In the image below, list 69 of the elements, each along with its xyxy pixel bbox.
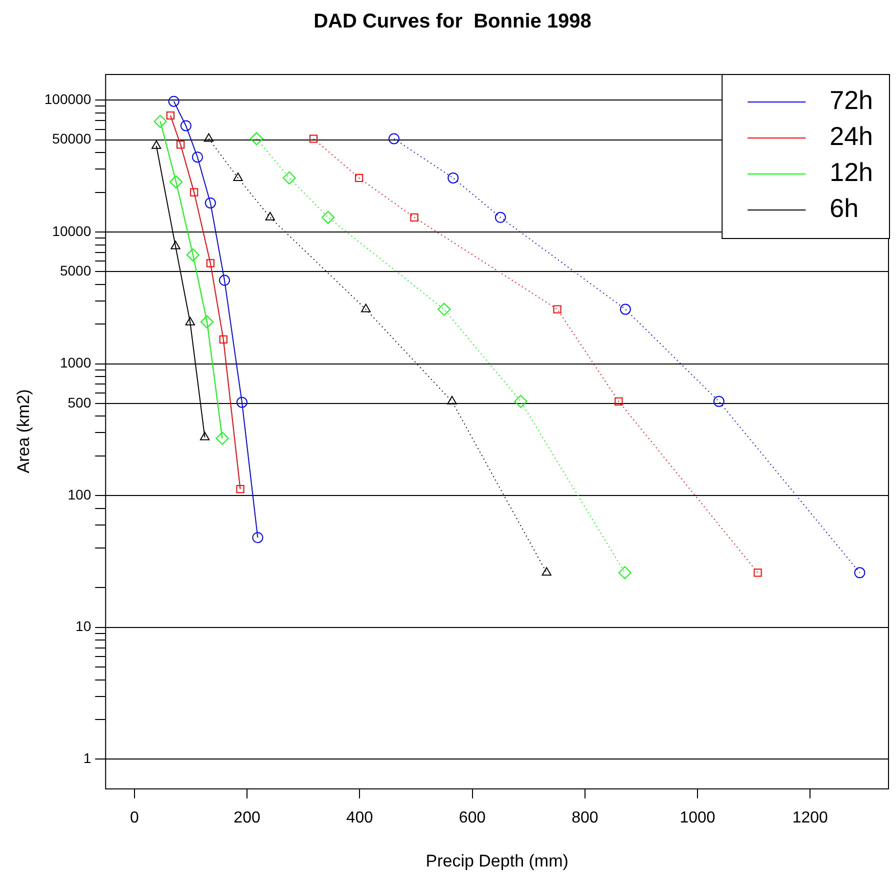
point: [618, 566, 632, 580]
y-tick-label: 1000: [60, 354, 92, 371]
legend-label: 12h: [830, 157, 874, 188]
point: [170, 175, 183, 188]
legend-label: 72h: [830, 85, 874, 116]
y-tick-label: 5000: [60, 262, 92, 279]
x-axis-title: Precip Depth (mm): [426, 851, 568, 870]
point: [854, 567, 866, 578]
y-tick-label: 50000: [52, 130, 92, 147]
point: [236, 396, 248, 408]
point: [754, 568, 762, 577]
x-tick-label: 200: [234, 809, 260, 826]
legend-label: 6h: [830, 193, 859, 224]
point: [200, 432, 210, 440]
point: [200, 315, 214, 328]
y-tick-label: 10: [76, 618, 92, 634]
point: [309, 134, 318, 143]
point: [494, 212, 506, 223]
point: [206, 259, 214, 268]
point: [204, 133, 214, 142]
point: [192, 152, 203, 163]
point: [361, 304, 371, 312]
y-tick-label: 100000: [44, 91, 92, 108]
point: [186, 248, 200, 262]
y-tick-label: 10000: [52, 222, 92, 239]
point: [438, 302, 451, 316]
chart-title: DAD Curves for Bonnie 1998: [314, 10, 592, 33]
x-tick-label: 1200: [792, 809, 828, 826]
point: [553, 305, 562, 314]
x-tick-label: 800: [572, 809, 598, 826]
point: [219, 274, 230, 286]
y-tick-label: 500: [68, 394, 92, 410]
legend-label: 24h: [830, 121, 874, 152]
point: [265, 212, 275, 220]
point: [252, 532, 264, 544]
point: [236, 485, 244, 494]
y-tick-label: 1: [83, 750, 92, 766]
point: [388, 133, 400, 144]
x-tick-label: 1000: [680, 809, 716, 826]
point: [154, 114, 167, 128]
point: [216, 432, 229, 445]
point: [614, 397, 623, 406]
point: [410, 213, 418, 222]
point: [355, 174, 364, 182]
point: [514, 394, 528, 408]
point: [204, 197, 216, 208]
point: [620, 304, 631, 315]
x-tick-label: 0: [130, 809, 139, 826]
point: [176, 140, 185, 149]
point: [713, 396, 724, 407]
point: [168, 96, 180, 107]
point: [322, 210, 335, 224]
x-tick-label: 400: [346, 809, 374, 826]
point: [282, 171, 296, 184]
point: [250, 132, 264, 146]
y-axis-title: Area (km2): [14, 389, 33, 474]
y-tick-label: 100: [68, 486, 92, 502]
point: [180, 120, 192, 132]
point: [190, 188, 198, 196]
x-tick-label: 600: [458, 809, 486, 826]
point: [166, 111, 174, 120]
point: [219, 335, 228, 344]
point: [170, 240, 180, 250]
point: [447, 396, 457, 404]
point: [542, 567, 552, 576]
point: [185, 316, 195, 326]
point: [152, 140, 162, 149]
point: [233, 172, 243, 181]
point: [448, 172, 459, 184]
